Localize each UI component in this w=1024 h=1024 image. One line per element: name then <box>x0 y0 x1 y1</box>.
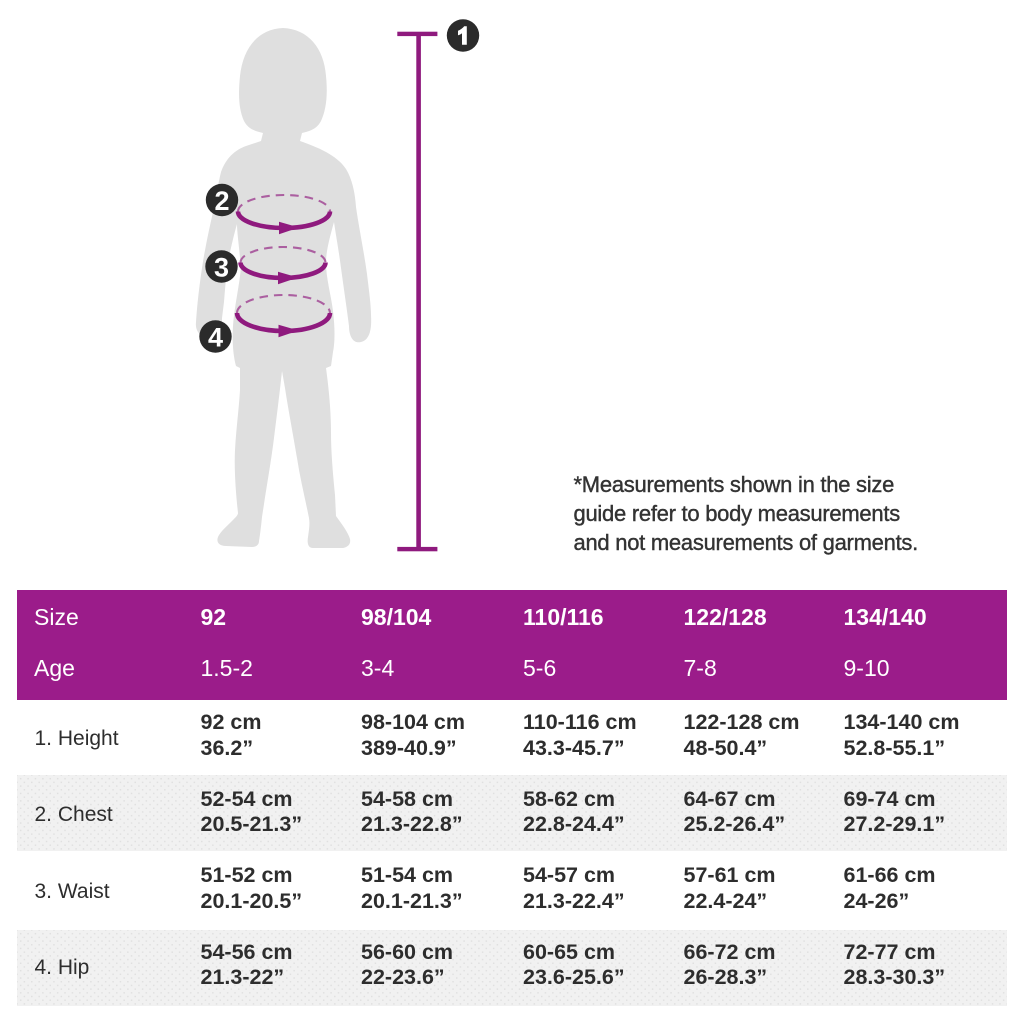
svg-text:4: 4 <box>208 322 223 352</box>
svg-text:2: 2 <box>214 186 229 216</box>
svg-text:3: 3 <box>214 252 229 282</box>
